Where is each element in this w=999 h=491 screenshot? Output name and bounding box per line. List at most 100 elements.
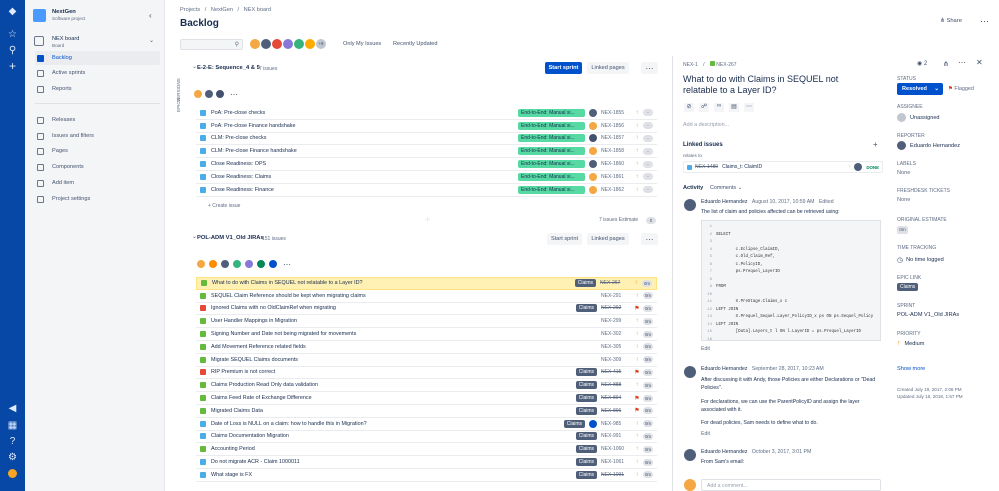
comment-author[interactable]: Eduardo Hernandez (701, 199, 748, 205)
sprint-name[interactable]: POL-ADM V1_Old JIRAs (197, 235, 264, 241)
issue-key[interactable]: NEX-305 (601, 343, 622, 350)
comment-author[interactable]: Eduardo Hernandez (701, 449, 748, 455)
board-name[interactable]: NEX board (52, 36, 80, 42)
star-icon[interactable]: ☆ (8, 29, 17, 40)
issue-key[interactable]: NEX-888 (601, 382, 622, 389)
issue-key[interactable]: NEX-299 (601, 318, 622, 325)
backlog-issue-row[interactable]: Ignored Claims with no OldClaimRef when … (196, 302, 657, 316)
avatar[interactable] (208, 259, 218, 269)
flagged-indicator[interactable]: ⚑ Flagged (948, 86, 974, 92)
issue-key[interactable]: NEX-291 (601, 292, 622, 299)
backlog-issue-row[interactable]: Claims Feed Rate of Exchange Difference C… (196, 392, 657, 405)
sidebar-item-releases[interactable]: Releases (35, 113, 160, 127)
avatar[interactable] (256, 259, 266, 269)
link-icon[interactable]: ∞ (714, 103, 724, 112)
recently-updated-filter[interactable]: Recently Updated (393, 41, 438, 47)
description-field[interactable]: Add a description... (683, 122, 730, 128)
sidebar-item-issues[interactable]: Issues and filters (35, 129, 160, 143)
issue-summary[interactable]: Accounting Period (211, 446, 255, 453)
board-chevron-icon[interactable]: ⌄ (149, 38, 155, 44)
share-button[interactable]: ⋔ Share (940, 18, 962, 24)
issue-title[interactable]: What to do with Claims in SEQUEL not rel… (683, 74, 839, 95)
breadcrumb-projects[interactable]: Projects (180, 7, 201, 13)
avatar[interactable] (684, 366, 696, 378)
only-my-issues-filter[interactable]: Only My Issues (343, 41, 382, 47)
issue-key[interactable]: NEX-1858 (601, 148, 625, 155)
panel-divider[interactable] (672, 56, 673, 491)
close-icon[interactable]: ✕ (976, 58, 983, 67)
sprint-more-button[interactable]: ⋯ (641, 62, 658, 74)
avatar[interactable] (215, 89, 225, 99)
search-input[interactable]: ⚲ (180, 39, 243, 50)
create-icon[interactable]: + (8, 59, 16, 73)
epic-lozenge[interactable]: Claims (575, 432, 597, 441)
jira-logo-icon[interactable]: ◆ (8, 6, 17, 17)
backlog-issue-row[interactable]: Date of Loss is NULL on a claim: how to … (196, 417, 657, 431)
assignee-field[interactable]: Unassigned (897, 113, 940, 122)
sidebar-item-pages[interactable]: Pages (35, 144, 160, 158)
backlog-issue-row[interactable]: Close Readiness: Finance End-to-End: Manu… (196, 183, 657, 197)
more-icon[interactable]: ⋯ (744, 103, 754, 112)
backlog-issue-row[interactable]: CLM: Pre-close Finance handshake End-to-E… (196, 145, 657, 159)
add-comment-input[interactable]: Add a comment... (701, 479, 881, 491)
breadcrumb-board[interactable]: NEX board (243, 7, 272, 13)
issue-key[interactable]: NEX-896 (601, 407, 622, 414)
issue-key[interactable]: NEX-302 (601, 331, 622, 338)
issue-summary[interactable]: Migrate SEQUEL Claims documents (211, 356, 298, 363)
avatar[interactable] (684, 199, 696, 211)
avatar[interactable] (204, 89, 214, 99)
add-link-icon[interactable]: + (873, 140, 878, 149)
backlog-issue-row[interactable]: Migrate SEQUEL Claims documents NEX-309 ↑ 0… (196, 353, 657, 367)
backlog-issue-row[interactable]: RIP Premium is not correct Claims NEX-415 ⚑… (196, 366, 657, 380)
issue-summary[interactable]: RIP Premium is not correct (211, 369, 276, 376)
epic-link-lozenge[interactable]: Claims (897, 283, 919, 291)
epic-lozenge[interactable]: Claims (575, 368, 597, 377)
megaphone-icon[interactable]: ◀ (8, 403, 17, 414)
backlog-issue-row[interactable]: Close Readiness: OPS End-to-End: Manual s… (196, 158, 657, 171)
backlog-issue-row[interactable]: PoA: Pre-close Finance handshake End-to-E… (196, 119, 657, 133)
backlog-issue-row[interactable]: Add Movement Reference related fields NEX… (196, 341, 657, 354)
share-icon[interactable]: ⋔ (943, 61, 949, 68)
linked-issue-row[interactable]: NEX-1489 Claims_t: ClaimID ↑ DONE (683, 161, 883, 173)
user-avatar[interactable] (7, 469, 18, 480)
issue-key[interactable]: NEX-1857 (601, 135, 625, 142)
issue-summary[interactable]: PoA: Pre-close Finance handshake (211, 122, 296, 129)
epic-lozenge[interactable]: End-to-End: Manual si... (518, 185, 585, 194)
avatar[interactable] (196, 259, 206, 269)
issue-key[interactable]: NEX-267 (600, 280, 621, 287)
issue-key[interactable]: NEX-1860 (601, 161, 625, 168)
sidebar-item-add-item[interactable]: Add item (35, 176, 160, 190)
issue-key[interactable]: NEX-991 (601, 433, 622, 440)
backlog-issue-row[interactable]: Accounting Period Claims NEX-1060 ↑ 0m (196, 443, 657, 457)
time-tracking-field[interactable]: ◷ No time logged (897, 256, 944, 264)
more-icon[interactable]: ⋯ (283, 259, 291, 269)
issue-summary[interactable]: What stage is FX (211, 471, 253, 478)
edit-comment-link[interactable]: Edit (701, 431, 710, 437)
epic-lozenge[interactable]: Claims (575, 445, 597, 454)
issue-summary[interactable]: Migrated Claims Data (211, 407, 263, 414)
epic-lozenge[interactable]: End-to-End: Manual si... (518, 121, 585, 130)
epic-lozenge[interactable]: Claims (575, 458, 597, 467)
epic-lozenge[interactable]: End-to-End: Manual si... (518, 172, 585, 181)
sidebar-item-active-sprints[interactable]: Active sprints (35, 66, 160, 80)
watchers-button[interactable]: ◉ 2 (917, 60, 927, 67)
backlog-issue-row[interactable]: What to do with Claims in SEQUEL not rel… (196, 277, 657, 290)
attach-icon[interactable]: ⊘ (684, 103, 694, 112)
backlog-issue-row[interactable]: Claims Production Read Only data validat… (196, 379, 657, 393)
issue-summary[interactable]: What to do with Claims in SEQUEL not rel… (212, 280, 363, 287)
avatar[interactable] (220, 259, 230, 269)
sprint-name[interactable]: E-2-E: Sequence_4 & 5 (197, 65, 260, 71)
sidebar-item-backlog[interactable]: Backlog (35, 51, 160, 65)
reporter-field[interactable]: Eduardo Hernandez (897, 141, 960, 150)
start-sprint-button[interactable]: Start sprint (545, 62, 582, 74)
page-icon[interactable]: ▤ (729, 103, 739, 112)
epic-lozenge[interactable]: Claims (574, 279, 596, 288)
issue-key[interactable]: NEX-292 (601, 305, 622, 312)
start-sprint-button[interactable]: Start sprint (547, 233, 582, 245)
issue-key[interactable]: NEX-1855 (601, 109, 625, 116)
issue-summary[interactable]: SEQUEL Claim Reference should be kept wh… (211, 292, 366, 299)
linked-issue-summary[interactable]: Claims_t: ClaimID (722, 164, 763, 170)
epic-lozenge[interactable]: Claims (575, 394, 597, 403)
issue-summary[interactable]: CLM: Pre-close Finance handshake (211, 148, 297, 155)
epic-lozenge[interactable]: Claims (575, 381, 597, 390)
